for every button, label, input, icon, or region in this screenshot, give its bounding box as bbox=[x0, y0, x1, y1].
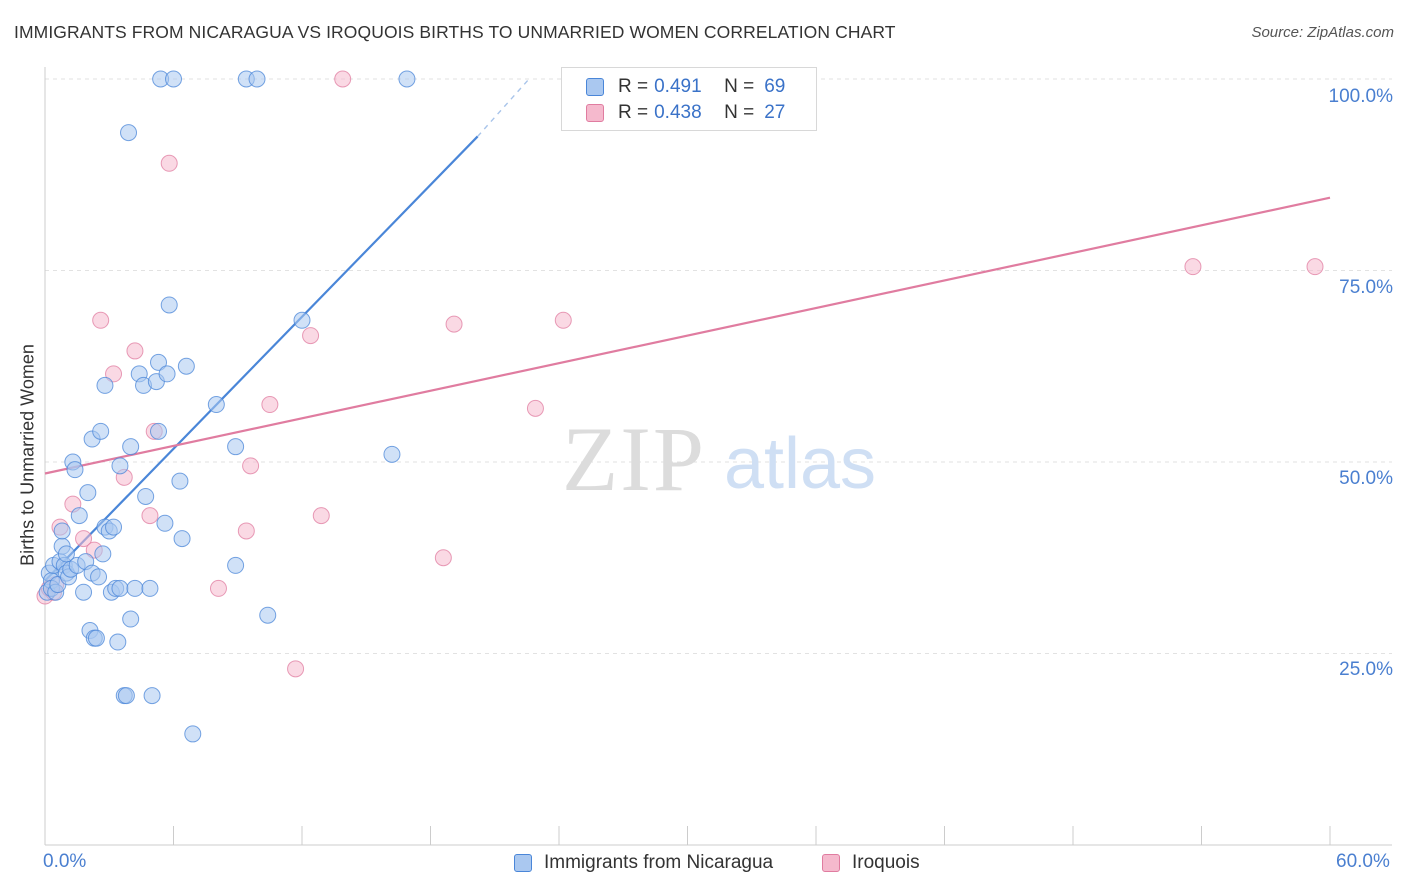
data-point bbox=[261, 396, 279, 414]
trend-line-0 bbox=[44, 135, 479, 582]
data-point bbox=[92, 422, 110, 440]
legend-r-label: R = bbox=[618, 76, 649, 97]
data-point bbox=[105, 365, 123, 383]
data-point bbox=[526, 399, 544, 417]
data-point bbox=[75, 583, 93, 601]
data-point bbox=[150, 422, 168, 440]
data-point bbox=[165, 70, 182, 88]
data-point bbox=[53, 522, 71, 540]
y-axis-label: Births to Unmarried Women bbox=[17, 344, 38, 566]
data-point bbox=[242, 457, 260, 475]
data-point bbox=[383, 445, 401, 463]
data-point bbox=[259, 606, 277, 624]
data-point bbox=[111, 579, 129, 597]
legend-swatch-nicaragua bbox=[514, 854, 532, 872]
legend-swatch-iroquois bbox=[822, 854, 840, 872]
y-tick-label: 25.0% bbox=[1339, 659, 1393, 680]
data-point bbox=[434, 549, 452, 567]
data-point bbox=[287, 660, 305, 678]
data-point bbox=[398, 70, 416, 88]
chart-title: IMMIGRANTS FROM NICARAGUA VS IROQUOIS BI… bbox=[14, 22, 896, 42]
data-point bbox=[94, 545, 112, 563]
legend-swatch-iroquois bbox=[586, 104, 604, 122]
data-point bbox=[109, 633, 127, 651]
data-point bbox=[184, 725, 202, 743]
data-point bbox=[141, 507, 159, 525]
data-point bbox=[1306, 258, 1324, 276]
data-point bbox=[1184, 258, 1202, 276]
trend-line-1 bbox=[44, 196, 1331, 475]
data-point bbox=[96, 376, 114, 394]
legend-swatch-nicaragua bbox=[586, 78, 604, 96]
data-point bbox=[150, 353, 168, 371]
series-legend: Immigrants from Nicaragua Iroquois bbox=[0, 852, 1406, 878]
data-point bbox=[171, 472, 189, 490]
scatter-points bbox=[36, 70, 1324, 743]
data-point bbox=[334, 70, 352, 88]
data-point bbox=[120, 124, 138, 142]
legend-row-iroquois: R = 0.438 N = 27 bbox=[586, 100, 785, 126]
legend-n-label: N = bbox=[724, 76, 755, 97]
data-point bbox=[79, 484, 97, 502]
data-point bbox=[143, 687, 161, 705]
watermark-atlas: atlas bbox=[724, 424, 876, 504]
correlation-legend: R = 0.491 N = 69 R = 0.438 N = 27 bbox=[561, 67, 817, 131]
data-point bbox=[156, 514, 174, 532]
legend-r-label: R = bbox=[618, 102, 649, 123]
data-point bbox=[105, 518, 123, 536]
data-point bbox=[177, 357, 195, 375]
legend-item-nicaragua[interactable]: Immigrants from Nicaragua bbox=[514, 852, 773, 874]
data-point bbox=[126, 342, 144, 360]
data-point bbox=[141, 579, 159, 597]
data-point bbox=[70, 507, 88, 525]
data-point bbox=[554, 311, 572, 329]
legend-n-value: 27 bbox=[764, 102, 786, 123]
data-point bbox=[122, 438, 140, 456]
x-tick-label: 60.0% bbox=[1336, 851, 1390, 872]
trend-lines bbox=[44, 78, 1331, 582]
legend-r-value: 0.491 bbox=[654, 76, 702, 97]
data-point bbox=[237, 522, 255, 540]
data-point bbox=[66, 461, 84, 479]
data-point bbox=[209, 579, 227, 597]
data-point bbox=[158, 365, 176, 383]
data-point bbox=[117, 687, 135, 705]
axes bbox=[44, 67, 1392, 846]
legend-n-label: N = bbox=[724, 102, 755, 123]
watermark-zip: ZIP bbox=[562, 408, 706, 510]
data-point bbox=[302, 327, 320, 345]
data-point bbox=[227, 438, 245, 456]
data-point bbox=[248, 70, 266, 88]
legend-label-nicaragua: Immigrants from Nicaragua bbox=[544, 852, 774, 873]
data-point bbox=[160, 296, 178, 314]
data-point bbox=[207, 396, 225, 414]
legend-label-iroquois: Iroquois bbox=[852, 852, 920, 873]
legend-n-value: 69 bbox=[764, 76, 786, 97]
data-point bbox=[87, 629, 105, 647]
y-tick-label: 75.0% bbox=[1339, 277, 1393, 298]
data-point bbox=[90, 568, 108, 586]
x-tick-label: 0.0% bbox=[43, 851, 87, 872]
data-point bbox=[173, 530, 191, 548]
data-point bbox=[227, 556, 245, 574]
data-point bbox=[160, 154, 178, 172]
data-point bbox=[312, 507, 330, 525]
y-tick-label: 50.0% bbox=[1339, 468, 1393, 489]
legend-row-nicaragua: R = 0.491 N = 69 bbox=[586, 74, 785, 100]
legend-item-iroquois[interactable]: Iroquois bbox=[822, 852, 920, 874]
trend-line-extension-0 bbox=[477, 78, 530, 137]
data-point bbox=[75, 530, 93, 548]
legend-r-value: 0.438 bbox=[654, 102, 702, 123]
chart-source: Source: ZipAtlas.com bbox=[1251, 24, 1394, 41]
data-point bbox=[111, 457, 129, 475]
data-point bbox=[445, 315, 463, 333]
data-point bbox=[293, 311, 311, 329]
gridlines bbox=[45, 78, 1392, 654]
data-point bbox=[92, 311, 110, 329]
data-point bbox=[126, 579, 144, 597]
y-tick-label: 100.0% bbox=[1328, 86, 1393, 107]
data-point bbox=[122, 610, 140, 628]
data-point bbox=[137, 487, 155, 505]
